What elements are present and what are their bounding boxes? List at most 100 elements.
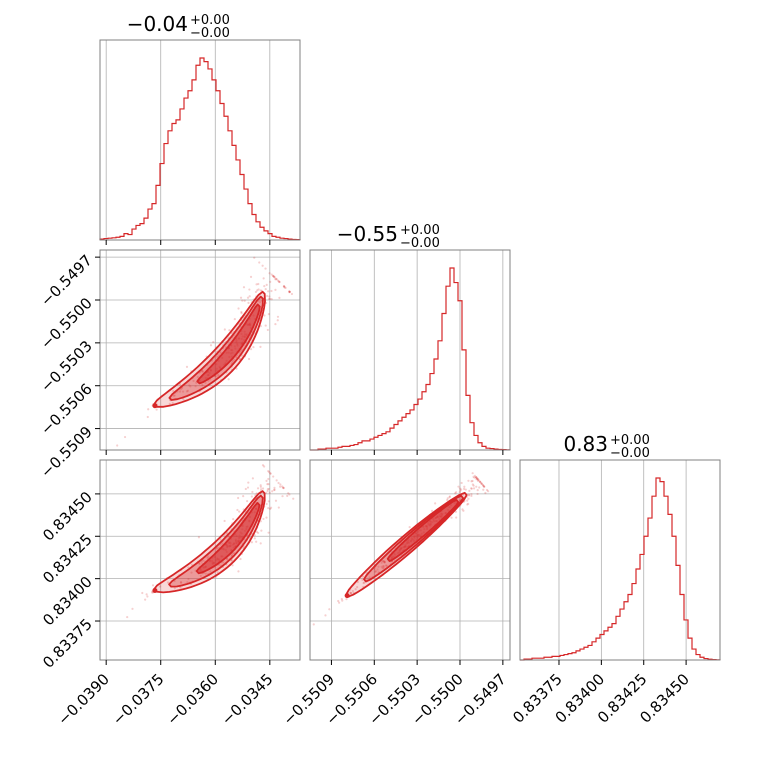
scatter-point [185,390,189,393]
scatter-point [273,488,276,492]
scatter-point [263,314,266,317]
scatter-point [223,328,226,331]
scatter-point [466,503,469,506]
scatter-point [383,560,386,564]
scatter-point [477,478,480,481]
scatter-point [363,581,366,584]
scatter-point [279,483,282,486]
scatter-point [479,481,482,484]
scatter-point [267,290,270,293]
contour-level-1-0-1 [168,295,264,401]
scatter-point [381,565,385,568]
scatter-point [345,598,348,601]
scatter-point [238,357,241,361]
scatter-point [158,585,162,588]
param-title-value-1: −0.55 [337,222,398,246]
scatter-point [477,479,480,482]
scatter-point [243,299,246,302]
pair-panel-1-0 [100,250,300,450]
scatter-point [482,485,486,488]
scatter-point [240,310,243,314]
scatter-point [472,475,475,479]
scatter-point [226,558,229,561]
density-peak-2-1 [344,593,350,599]
scatter-point [246,486,250,489]
scatter-point [151,591,154,594]
scatter-point [146,595,149,598]
scatter-point [262,517,265,521]
scatter-point [190,571,193,574]
scatter-point [209,344,213,347]
scatter-point [288,290,291,293]
scatter-point [408,525,411,529]
histogram-step-1 [310,267,511,451]
contour-level-2-0-1 [168,494,264,588]
scatter-point [268,272,271,275]
scatter-point [270,298,273,301]
param-title-value-0: −0.04 [127,12,188,36]
scatter-point [288,290,291,294]
scatter-point [276,315,280,318]
scatter-point [233,318,236,321]
scatter-point [222,561,225,564]
scatter-point [262,277,265,280]
scatter-point [287,492,290,495]
pair-frame-1-0 [99,249,301,451]
scatter-point [260,488,263,491]
scatter-point [458,487,461,490]
scatter-point [470,493,473,496]
scatter-point [288,291,291,294]
scatter-point [187,577,190,581]
scatter-point [338,601,341,604]
scatter-point [485,488,489,492]
scatter-point [249,347,253,351]
scatter-point [349,591,352,594]
scatter-point [266,489,269,493]
scatter-point [255,540,258,543]
scatter-point [382,565,385,568]
scatter-point [480,482,483,486]
scatter-point [230,332,234,335]
scatter-point [482,488,485,491]
scatter-point [265,516,268,519]
scatter-point [292,497,295,500]
scatter-point [446,498,449,502]
scatter-point [382,560,386,563]
scatter-point [475,476,478,479]
scatter-point [166,581,170,584]
scatter-point [470,480,473,483]
scatter-point [257,531,260,535]
scatter-point [221,542,224,545]
scatter-point [145,593,148,596]
scatter-point [349,592,352,595]
scatter-point [251,477,254,480]
scatter-point [483,485,486,488]
scatter-point [480,482,483,485]
scatter-point [209,570,212,573]
scatter-point [361,578,364,582]
scatter-point [475,485,478,488]
scatter-point [470,487,473,490]
scatter-point [261,464,265,467]
scatter-point [385,564,388,567]
scatter-point [189,385,192,388]
scatter-point [259,484,262,487]
scatter-point [190,563,193,566]
hist-panel-1 [310,250,510,450]
scatter-point [354,587,357,591]
scatter-point [230,559,233,562]
scatter-point [467,497,470,500]
scatter-point [481,484,485,487]
scatter-point [241,299,244,302]
scatter-point [283,285,286,288]
scatter-point [470,494,473,498]
scatter-point [471,479,474,483]
scatter-point [266,482,269,486]
scatter-point [268,295,271,298]
scatter-point [188,384,191,387]
scatter-point [290,292,294,296]
scatter-point [256,487,260,490]
scatter-point [270,273,273,276]
param-title-plus-2: +0.00 [610,433,650,448]
